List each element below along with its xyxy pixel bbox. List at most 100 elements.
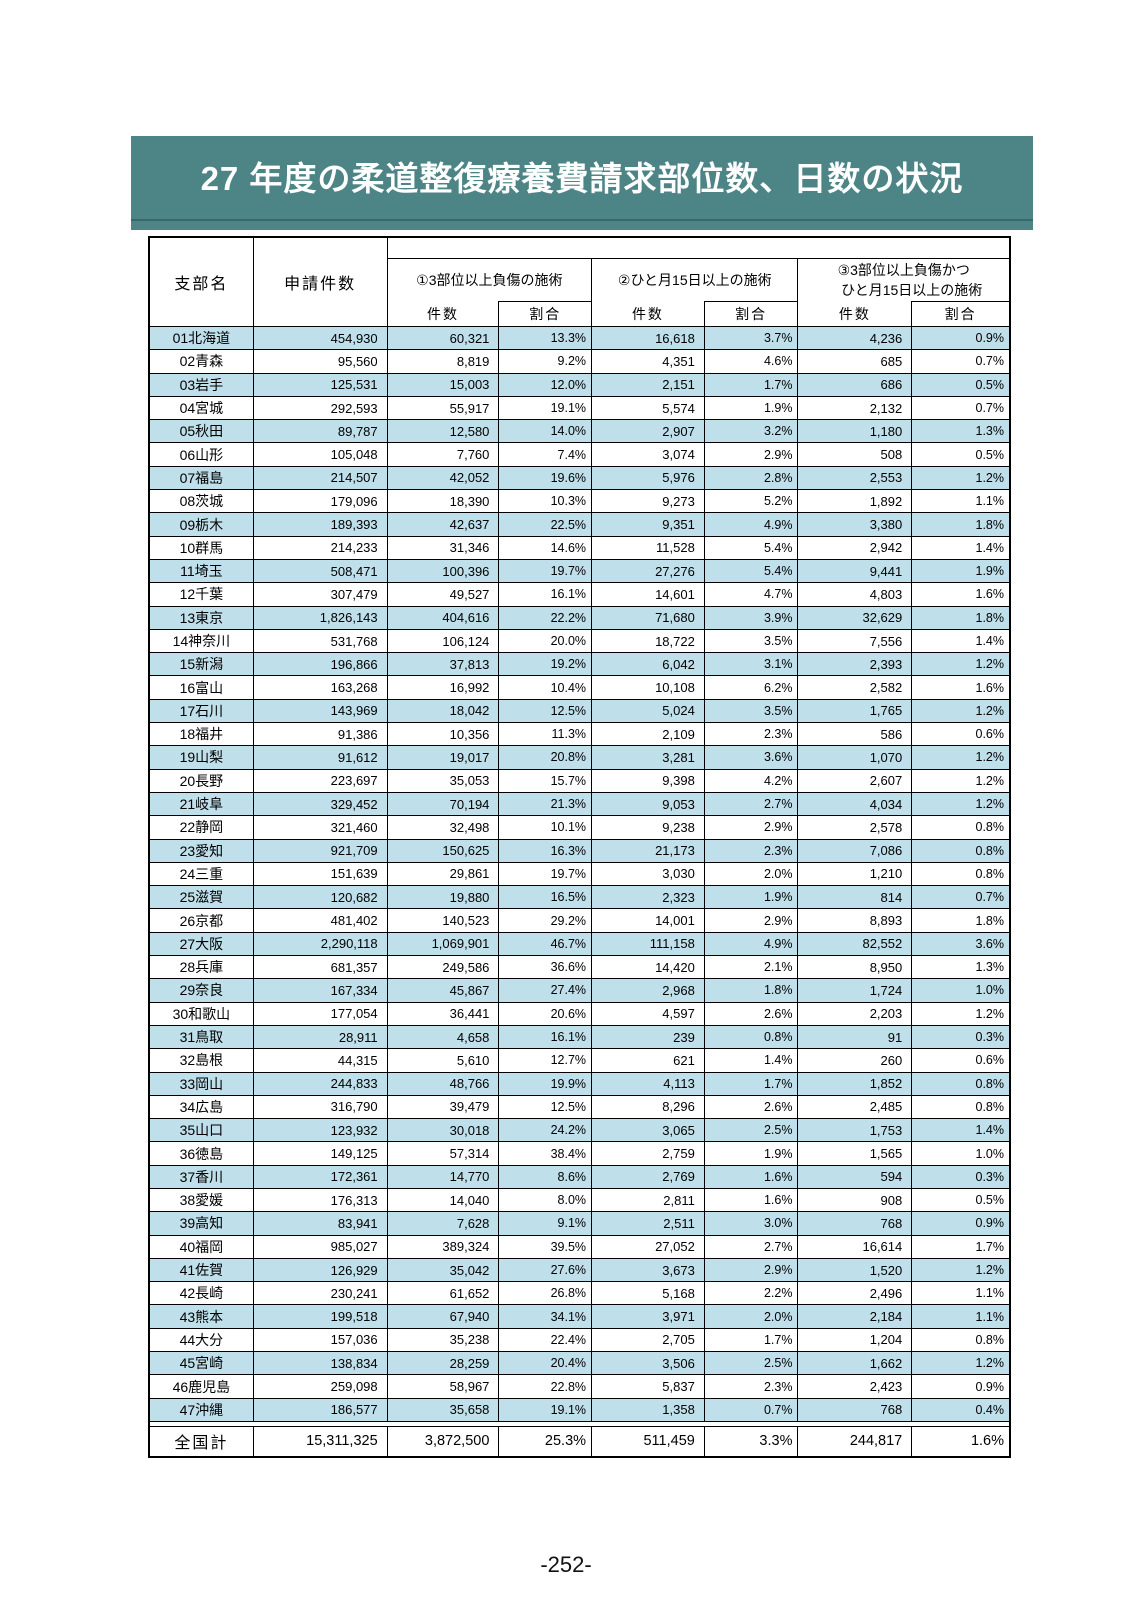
value-cell: 7.4%	[499, 443, 593, 467]
value-cell: 260	[798, 1049, 913, 1073]
value-cell: 5,024	[592, 699, 705, 724]
value-cell: 176,313	[253, 1188, 388, 1213]
table-row: 15新潟 196,866 37,813 19.2% 6,042 3.1% 2,393 1.2%	[150, 653, 1009, 677]
value-cell: 71,680	[592, 606, 705, 630]
value-cell: 27.4%	[499, 979, 593, 1003]
branch-name-cell: 08茨城	[150, 490, 254, 514]
value-cell: 9,273	[592, 490, 705, 514]
value-cell: 7,628	[387, 1212, 500, 1236]
value-cell: 404,616	[387, 606, 500, 630]
total-label: 全国計	[150, 1425, 254, 1456]
branch-name-cell: 25滋賀	[150, 886, 254, 910]
value-cell: 594	[798, 1165, 913, 1189]
value-cell: 1,724	[798, 979, 913, 1003]
value-cell: 36.6%	[499, 956, 593, 980]
value-cell: 28,911	[253, 1025, 388, 1050]
value-cell: 3,971	[592, 1305, 705, 1329]
value-cell: 307,479	[253, 583, 388, 607]
value-cell: 14,040	[387, 1188, 500, 1213]
value-cell: 31,346	[387, 536, 500, 560]
value-cell: 172,361	[253, 1165, 388, 1189]
value-cell: 49,527	[387, 583, 500, 607]
branch-name-cell: 19山梨	[150, 746, 254, 770]
value-cell: 3.6%	[912, 933, 1009, 957]
value-cell: 3,065	[592, 1119, 705, 1143]
value-cell: 39,479	[387, 1095, 500, 1120]
value-cell: 3.2%	[704, 420, 799, 444]
value-cell: 4.6%	[704, 350, 799, 374]
value-cell: 1,204	[798, 1328, 913, 1353]
value-cell: 19.7%	[499, 862, 593, 887]
value-cell: 29.2%	[499, 909, 593, 933]
value-cell: 1.1%	[912, 1305, 1009, 1329]
branch-name-cell: 22静岡	[150, 816, 254, 840]
value-cell: 0.8%	[912, 1073, 1009, 1096]
table-row: 42長崎 230,241 61,652 26.8% 5,168 2.2% 2,496 1.1%	[150, 1282, 1009, 1306]
branch-name-cell: 06山形	[150, 443, 254, 467]
value-cell: 12.0%	[499, 373, 593, 397]
value-cell: 3.5%	[704, 699, 799, 724]
value-cell: 3.7%	[704, 327, 799, 351]
value-cell: 1,210	[798, 862, 913, 887]
value-cell: 6.2%	[704, 676, 799, 700]
value-cell: 3.0%	[704, 1212, 799, 1236]
value-cell: 3,030	[592, 862, 705, 887]
value-cell: 4,597	[592, 1002, 705, 1026]
table-row: 46鹿児島 259,098 58,967 22.8% 5,837 2.3% 2,423 0.9…	[150, 1375, 1009, 1399]
value-cell: 1,565	[798, 1142, 913, 1166]
value-cell: 42,052	[387, 466, 500, 491]
value-cell: 10,356	[387, 723, 500, 747]
value-cell: 2,485	[798, 1095, 913, 1120]
value-cell: 20.0%	[499, 629, 593, 654]
column-group-3-line2: ひと月15日以上の施術	[841, 282, 983, 298]
value-cell: 30,018	[387, 1119, 500, 1143]
value-cell: 4,803	[798, 583, 913, 607]
branch-name-cell: 03岩手	[150, 373, 254, 397]
table-row: 40福岡 985,027 389,324 39.5% 27,052 2.7% 16,614 1…	[150, 1235, 1009, 1259]
table-row: 14神奈川 531,768 106,124 20.0% 18,722 3.5% 7,556 1…	[150, 629, 1009, 654]
value-cell: 7,760	[387, 443, 500, 467]
value-cell: 244,833	[253, 1072, 388, 1096]
value-cell: 9,398	[592, 769, 705, 793]
branch-name-cell: 38愛媛	[150, 1188, 254, 1213]
value-cell: 120,682	[253, 886, 388, 910]
value-cell: 57,314	[387, 1142, 500, 1166]
value-cell: 1,180	[798, 420, 913, 444]
branch-name-cell: 16富山	[150, 676, 254, 700]
value-cell: 223,697	[253, 769, 388, 793]
value-cell: 14,420	[592, 956, 705, 980]
value-cell: 1.2%	[912, 793, 1009, 817]
value-cell: 14,001	[592, 909, 705, 933]
value-cell: 48,766	[387, 1072, 500, 1096]
total-cell: 1.6%	[912, 1425, 1009, 1456]
value-cell: 1,852	[798, 1072, 913, 1096]
table-row: 13東京 1,826,143 404,616 22.2% 71,680 3.9% 32,62…	[150, 606, 1009, 630]
value-cell: 34.1%	[499, 1305, 593, 1329]
value-cell: 9,238	[592, 816, 705, 840]
branch-name-cell: 29奈良	[150, 979, 254, 1003]
value-cell: 1.2%	[912, 1352, 1009, 1376]
branch-name-cell: 01北海道	[150, 327, 254, 351]
value-cell: 22.5%	[499, 513, 593, 537]
value-cell: 44,315	[253, 1049, 388, 1073]
table-header: 支部名 申請件数 ①3部位以上負傷の施術 ②ひと月15日以上の施術 ③3部位以上…	[150, 238, 1009, 327]
value-cell: 60,321	[387, 327, 500, 351]
value-cell: 2.0%	[704, 862, 799, 887]
value-cell: 9.1%	[499, 1212, 593, 1236]
statistics-table: 支部名 申請件数 ①3部位以上負傷の施術 ②ひと月15日以上の施術 ③3部位以上…	[148, 236, 1011, 1458]
value-cell: 1.9%	[704, 396, 799, 421]
value-cell: 316,790	[253, 1095, 388, 1120]
value-cell: 1,069,901	[387, 932, 500, 957]
value-cell: 26.8%	[499, 1282, 593, 1306]
value-cell: 179,096	[253, 490, 388, 514]
value-cell: 1,826,143	[253, 606, 388, 630]
column-header-branch: 支部名	[150, 238, 254, 327]
value-cell: 2,393	[798, 653, 913, 677]
value-cell: 2.9%	[704, 1258, 799, 1283]
value-cell: 2.3%	[704, 1375, 799, 1399]
value-cell: 239	[592, 1025, 705, 1050]
value-cell: 2,423	[798, 1375, 913, 1399]
table-row: 39高知 83,941 7,628 9.1% 2,511 3.0% 768 0.9%	[150, 1212, 1009, 1236]
value-cell: 985,027	[253, 1235, 388, 1259]
table-row: 38愛媛 176,313 14,040 8.0% 2,811 1.6% 908 0.5%	[150, 1188, 1009, 1213]
